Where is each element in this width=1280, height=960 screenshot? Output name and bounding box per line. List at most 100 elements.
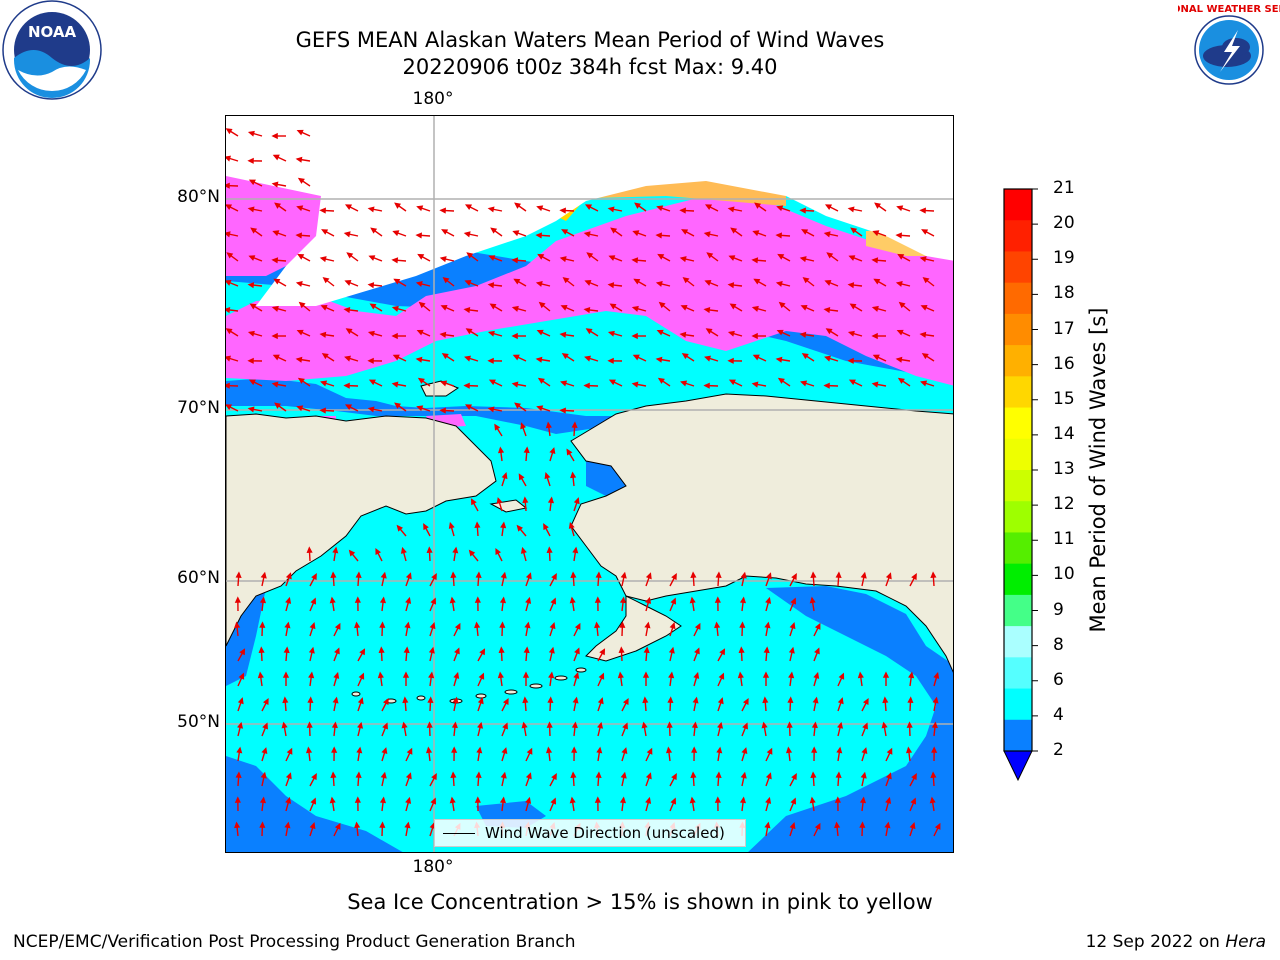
- wind-wave-arrowhead: [417, 377, 425, 384]
- wind-wave-arrowhead: [516, 524, 523, 532]
- wind-wave-arrowhead: [298, 301, 306, 309]
- wind-wave-arrowhead: [382, 697, 389, 706]
- alaska-peninsula: [585, 595, 682, 662]
- wind-wave-arrowhead: [727, 206, 735, 213]
- wind-wave-arrowhead: [391, 332, 398, 340]
- wind-wave-arrowhead: [583, 231, 591, 238]
- wind-wave-arrowhead: [396, 524, 403, 532]
- aleutian-islands: [351, 667, 587, 704]
- wind-wave-arrowhead: [295, 280, 303, 287]
- wind-wave-arrowhead: [848, 255, 856, 261]
- wind-wave-arrowhead: [487, 282, 495, 289]
- wind-wave-arrowhead: [535, 232, 542, 239]
- wind-wave-arrowhead: [920, 380, 928, 387]
- wind-wave-arrowhead: [514, 402, 522, 409]
- wind-wave-arrowhead: [406, 747, 413, 755]
- wind-wave-arrowhead: [489, 303, 497, 310]
- wind-wave-arrowhead: [439, 331, 447, 338]
- wind-wave-arrowhead: [670, 597, 677, 605]
- wind-wave-arrowhead: [788, 646, 795, 654]
- wind-wave-arrowhead: [394, 202, 402, 209]
- wind-wave-arrowhead: [859, 821, 866, 828]
- wind-wave-arrowhead: [570, 571, 577, 578]
- wind-wave-arrowhead: [551, 773, 557, 781]
- colorbar-segment: [1004, 376, 1032, 409]
- colorbar-segment: [1004, 189, 1032, 221]
- wind-wave-arrowhead: [296, 405, 304, 412]
- footer-date: 12 Sep 2022 on Hera: [1086, 932, 1266, 952]
- wind-wave-arrowhead: [463, 306, 471, 314]
- siberia-land: [226, 413, 497, 647]
- wind-wave-arrowhead: [248, 255, 256, 261]
- wind-wave-arrowhead: [790, 797, 797, 805]
- wind-wave-arrowhead: [665, 746, 673, 754]
- wind-wave-arrowhead: [655, 356, 663, 363]
- wind-wave-arrowhead: [585, 328, 593, 335]
- wind-wave-arrowhead: [381, 747, 388, 754]
- wind-wave-arrowhead: [634, 202, 642, 209]
- wind-wave-arrowhead: [727, 357, 734, 364]
- wind-wave-arrowhead: [306, 721, 313, 728]
- wind-wave-arrowhead: [847, 282, 855, 289]
- wind-wave-arrowhead: [285, 772, 292, 780]
- wind-wave-arrowhead: [511, 381, 519, 388]
- wind-wave-arrowhead: [226, 382, 230, 389]
- wind-wave-arrowhead: [691, 721, 698, 729]
- wind-wave-arrowhead: [537, 377, 545, 384]
- wind-wave-arrowhead: [354, 621, 361, 629]
- wind-wave-arrowhead: [310, 597, 317, 605]
- map-canvas[interactable]: [226, 116, 954, 853]
- wind-wave-arrowhead: [655, 232, 662, 239]
- colorbar-segment: [1004, 282, 1032, 315]
- wind-wave-arrowhead: [470, 498, 477, 506]
- colorbar-segment: [1004, 313, 1032, 346]
- wind-wave-arrowhead: [619, 596, 627, 604]
- wind-wave-arrowhead: [247, 206, 255, 213]
- wind-wave-arrowhead: [905, 746, 913, 754]
- wind-wave-arrowhead: [670, 797, 677, 805]
- wind-wave-arrowhead: [570, 771, 577, 778]
- wind-wave-arrowhead: [247, 282, 255, 289]
- wind-wave-arrowhead: [814, 822, 821, 830]
- wind-wave-arrowhead: [329, 596, 336, 604]
- wind-wave-arrowhead: [549, 622, 556, 630]
- wind-wave-arrowhead: [282, 696, 289, 704]
- map-panel[interactable]: Wind Wave Direction (unscaled): [225, 115, 954, 853]
- wind-wave-arrowhead: [305, 746, 313, 754]
- wind-wave-arrowhead: [631, 381, 639, 388]
- noaa-logo: NOAA: [2, 0, 102, 100]
- wind-wave-arrowhead: [777, 253, 785, 260]
- wind-wave-arrowhead: [423, 523, 429, 531]
- wind-wave-arrowhead: [379, 621, 386, 628]
- wind-wave-arrowhead: [802, 277, 810, 284]
- wind-wave-arrowhead: [487, 206, 495, 213]
- wind-wave-arrowhead: [933, 671, 940, 679]
- wind-wave-arrowhead: [441, 229, 449, 235]
- wind-wave-arrowhead: [671, 773, 677, 781]
- colorbar-tick-label: 13: [1053, 459, 1075, 479]
- wind-wave-arrowhead: [906, 721, 913, 728]
- wind-wave-arrowhead: [272, 230, 280, 237]
- wind-wave-arrowhead: [786, 721, 793, 728]
- wind-wave-arrowhead: [857, 671, 864, 679]
- wind-wave-arrowhead: [499, 621, 506, 628]
- wind-wave-arrowhead: [930, 771, 937, 778]
- wind-wave-arrowhead: [908, 671, 915, 679]
- map-legend: Wind Wave Direction (unscaled): [434, 819, 746, 847]
- wind-wave-arrowhead: [226, 128, 233, 135]
- wind-wave-arrowhead: [834, 796, 841, 803]
- colorbar-title: Mean Period of Wind Waves [s]: [1086, 307, 1110, 633]
- wind-wave-arrowhead: [574, 622, 581, 630]
- wind-wave-arrowhead: [799, 207, 806, 214]
- wind-wave-arrowhead: [690, 771, 697, 778]
- wind-wave-arrowhead: [296, 129, 304, 136]
- wind-wave-arrowhead: [739, 621, 746, 628]
- wind-wave-arrowhead: [631, 305, 639, 312]
- wind-wave-arrowhead: [570, 471, 577, 479]
- wind-wave-arrowhead: [559, 256, 567, 263]
- wind-wave-arrowhead: [882, 696, 889, 704]
- wind-wave-arrowhead: [271, 181, 279, 188]
- wind-wave-arrowhead: [886, 747, 893, 755]
- wind-wave-arrowhead: [561, 229, 569, 235]
- colorbar-tick-label: 6: [1053, 669, 1064, 690]
